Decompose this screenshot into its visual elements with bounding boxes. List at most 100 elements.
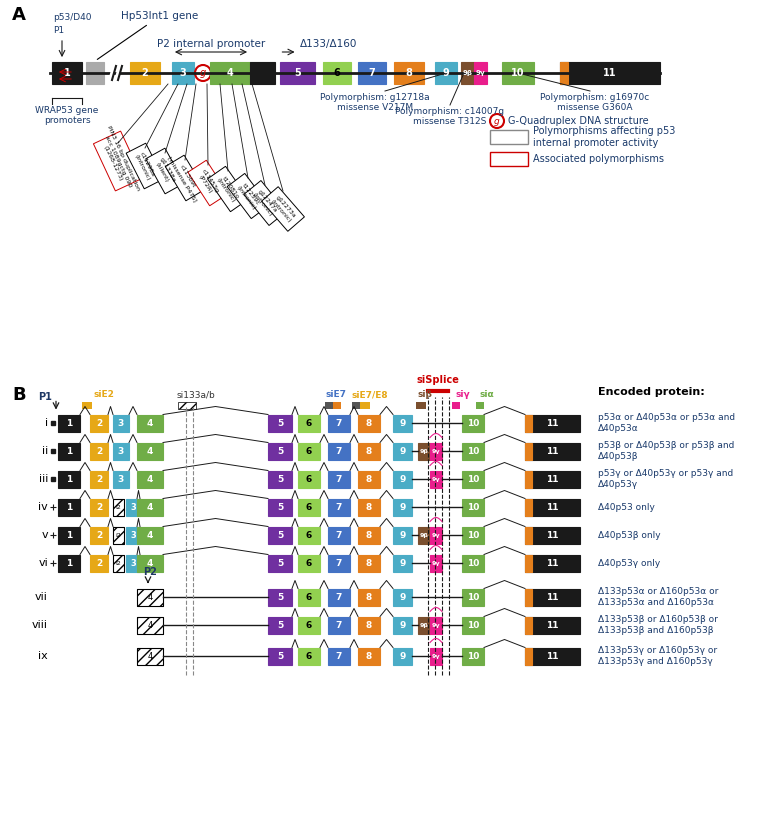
Bar xyxy=(58,498,80,516)
Bar xyxy=(130,62,160,84)
Bar xyxy=(268,470,292,488)
Text: 5: 5 xyxy=(277,502,283,511)
Bar xyxy=(358,648,380,664)
Bar xyxy=(393,415,412,432)
Bar xyxy=(394,62,424,84)
Text: 9γ: 9γ xyxy=(431,654,441,658)
Text: 3: 3 xyxy=(130,558,136,567)
Text: 8: 8 xyxy=(366,530,372,539)
Bar xyxy=(525,617,532,634)
Bar xyxy=(137,498,163,516)
Text: 8: 8 xyxy=(366,502,372,511)
Bar xyxy=(393,443,412,460)
Text: 11: 11 xyxy=(546,593,559,602)
Bar xyxy=(525,554,532,571)
Text: g: g xyxy=(200,68,206,78)
Text: i2: i2 xyxy=(115,561,122,566)
Bar xyxy=(430,617,442,634)
Text: 4: 4 xyxy=(147,447,153,456)
Bar xyxy=(462,415,484,432)
Bar xyxy=(476,402,484,409)
Text: 4: 4 xyxy=(148,593,152,602)
Text: 11: 11 xyxy=(546,475,559,484)
Bar xyxy=(525,526,580,544)
Text: 1: 1 xyxy=(66,530,72,539)
Text: 10: 10 xyxy=(467,558,479,567)
Text: v: v xyxy=(42,530,48,540)
Bar xyxy=(358,498,380,516)
Text: Δ133p53β or Δ160p53β or
Δ133p53β and Δ160p53β: Δ133p53β or Δ160p53β or Δ133p53β and Δ16… xyxy=(598,615,718,635)
Bar xyxy=(358,526,380,544)
Text: 2: 2 xyxy=(96,502,102,511)
Bar xyxy=(333,402,341,409)
Bar xyxy=(137,443,163,460)
Bar xyxy=(462,648,484,664)
Polygon shape xyxy=(145,148,185,194)
Bar xyxy=(113,526,124,544)
Bar xyxy=(137,415,163,432)
Bar xyxy=(137,648,163,664)
Text: 11: 11 xyxy=(546,558,559,567)
Bar xyxy=(113,470,129,488)
Polygon shape xyxy=(188,160,228,206)
Bar xyxy=(525,443,532,460)
Text: 2: 2 xyxy=(96,530,102,539)
Bar xyxy=(525,415,532,432)
Bar xyxy=(358,443,380,460)
Text: 4: 4 xyxy=(148,652,152,661)
Text: 4: 4 xyxy=(147,558,153,567)
Bar xyxy=(172,62,194,84)
Text: 7: 7 xyxy=(336,475,342,484)
Bar xyxy=(58,554,80,571)
Text: 7: 7 xyxy=(336,530,342,539)
Bar xyxy=(435,62,457,84)
Text: 9: 9 xyxy=(399,475,406,484)
Text: PIN3 16 bp duplication
acc 1089gctg 090
(1268-1273): PIN3 16 bp duplication acc 1089gctg 090 … xyxy=(95,126,141,197)
Bar xyxy=(58,415,80,432)
Bar xyxy=(462,498,484,516)
Text: c11369t
[missense P47S]: c11369t [missense P47S] xyxy=(167,153,203,203)
Text: A: A xyxy=(12,6,26,24)
Text: 9β: 9β xyxy=(420,448,428,453)
Polygon shape xyxy=(244,181,286,226)
Text: 5: 5 xyxy=(277,558,283,567)
Text: c11453g
(P72R): c11453g (P72R) xyxy=(196,168,220,197)
Bar xyxy=(298,617,320,634)
Text: ix: ix xyxy=(38,651,48,661)
Text: 10: 10 xyxy=(467,502,479,511)
Bar xyxy=(268,617,292,634)
Bar xyxy=(430,443,442,460)
Bar xyxy=(328,617,350,634)
Text: 10: 10 xyxy=(467,530,479,539)
Bar xyxy=(126,554,140,571)
Text: P2 internal promoter: P2 internal promoter xyxy=(157,39,265,49)
Text: 1: 1 xyxy=(66,475,72,484)
Bar xyxy=(126,498,140,516)
Text: 11: 11 xyxy=(603,68,617,78)
Bar xyxy=(113,415,129,432)
Text: 8: 8 xyxy=(405,68,412,78)
Bar xyxy=(418,617,430,634)
Text: 10: 10 xyxy=(467,652,479,661)
Text: Polymorphism: g12718a
missense V217M: Polymorphism: g12718a missense V217M xyxy=(320,93,430,112)
Text: 3: 3 xyxy=(118,419,124,428)
Text: 1: 1 xyxy=(66,558,72,567)
Text: 8: 8 xyxy=(366,558,372,567)
Text: 4: 4 xyxy=(148,621,152,630)
Text: 9β: 9β xyxy=(420,533,428,538)
Text: p53α or Δ40p53α or p53α and
Δ40p53α: p53α or Δ40p53α or p53α and Δ40p53α xyxy=(598,413,735,433)
Text: 6: 6 xyxy=(306,475,312,484)
Bar xyxy=(393,498,412,516)
Bar xyxy=(393,526,412,544)
Text: 3: 3 xyxy=(118,447,124,456)
Text: iv: iv xyxy=(38,502,48,512)
Bar xyxy=(430,648,442,664)
Bar xyxy=(137,470,163,488)
Polygon shape xyxy=(227,173,269,218)
Text: 9γ: 9γ xyxy=(431,476,441,481)
Text: 9: 9 xyxy=(399,447,406,456)
Text: t12081o
(intronic): t12081o (intronic) xyxy=(215,174,241,204)
Text: 7: 7 xyxy=(336,652,342,661)
Text: 4: 4 xyxy=(147,502,153,511)
Text: 9β: 9β xyxy=(462,70,472,76)
